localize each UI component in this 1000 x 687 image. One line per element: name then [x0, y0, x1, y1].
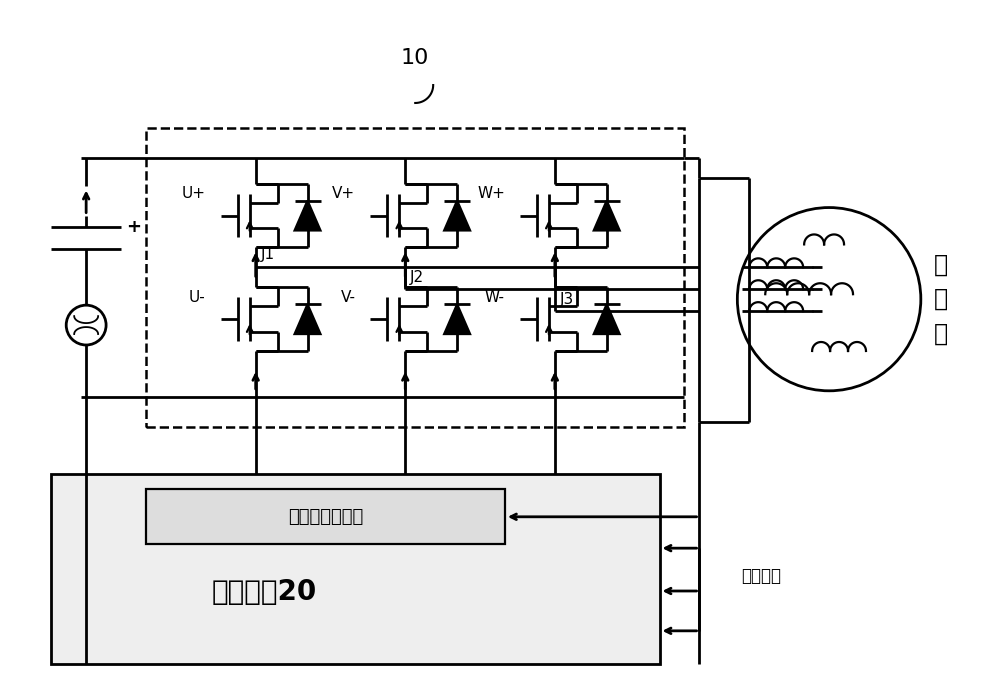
- Text: 电流检测: 电流检测: [741, 567, 781, 585]
- Text: W-: W-: [485, 290, 505, 305]
- Text: V-: V-: [340, 290, 355, 305]
- Polygon shape: [444, 201, 470, 230]
- Polygon shape: [295, 201, 320, 230]
- Polygon shape: [594, 304, 620, 334]
- Polygon shape: [594, 201, 620, 230]
- Text: V+: V+: [332, 186, 355, 201]
- Text: 压缩机驱动信号: 压缩机驱动信号: [288, 508, 363, 526]
- Text: U+: U+: [182, 186, 206, 201]
- Text: 控制模块20: 控制模块20: [212, 578, 317, 606]
- Bar: [146, 128, 684, 427]
- Text: 10: 10: [401, 48, 429, 68]
- Text: W+: W+: [477, 186, 505, 201]
- Text: 缩: 缩: [934, 287, 948, 311]
- Bar: [51, 475, 660, 664]
- Text: U-: U-: [189, 290, 206, 305]
- Text: J1: J1: [261, 247, 275, 262]
- Text: +: +: [126, 218, 141, 236]
- Polygon shape: [295, 304, 320, 334]
- Polygon shape: [444, 304, 470, 334]
- Bar: [146, 489, 505, 544]
- Text: J3: J3: [560, 292, 574, 307]
- Text: 压: 压: [934, 252, 948, 276]
- Text: J2: J2: [410, 270, 424, 285]
- Text: 机: 机: [934, 322, 948, 346]
